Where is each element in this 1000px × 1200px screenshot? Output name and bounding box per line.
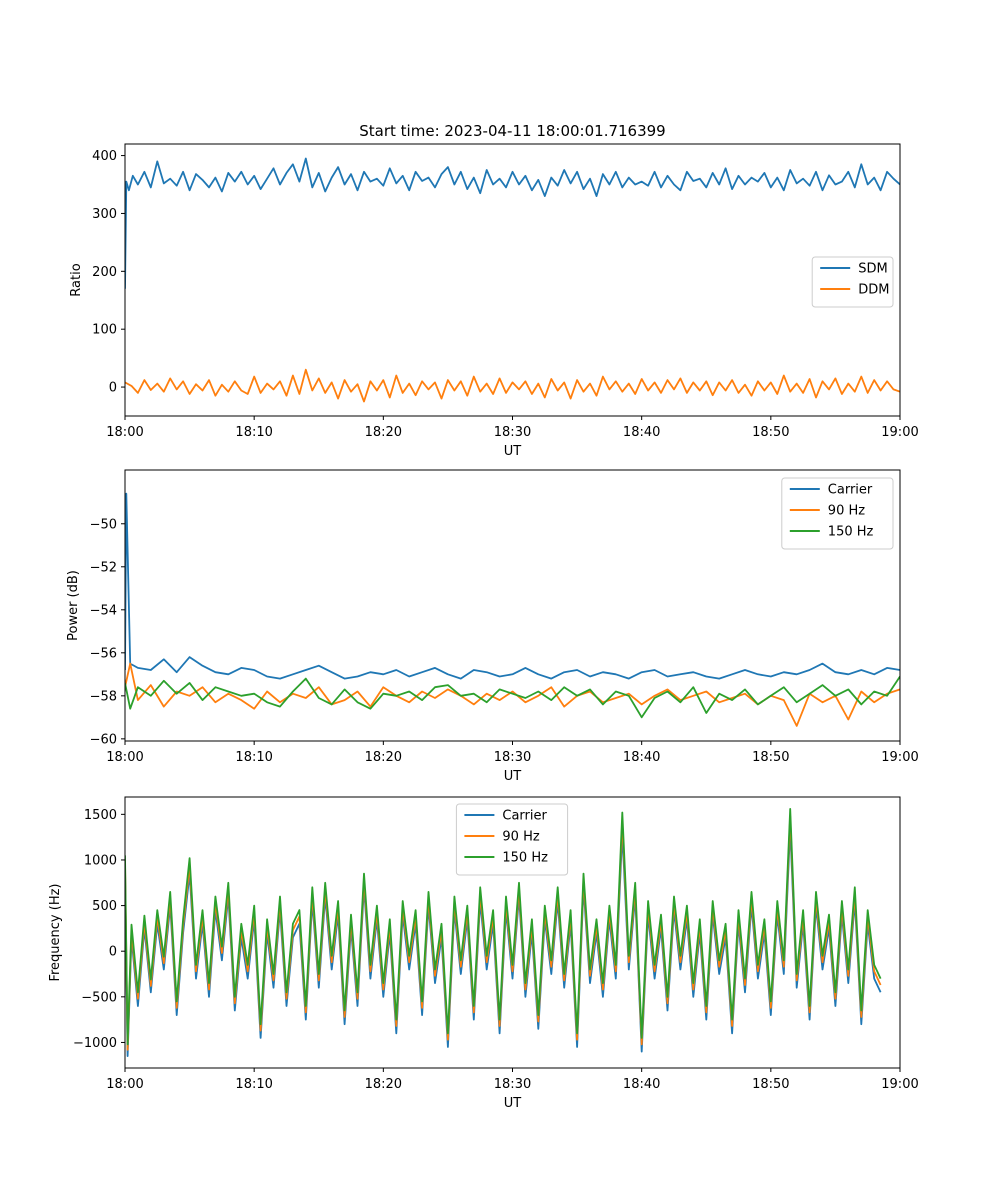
legend-label: Carrier <box>502 809 547 824</box>
y-tick-label: 500 <box>92 899 117 914</box>
x-tick-label: 18:20 <box>365 750 402 765</box>
subplots: 18:00 18:10 18:20 18:30 18:40 18:50 19:00 0 100 2… <box>48 143 919 1111</box>
x-tick-label: 18:50 <box>752 1077 789 1092</box>
series-group <box>125 492 900 727</box>
series-line-150-hz <box>125 808 882 1046</box>
y-tick-label: 200 <box>92 265 117 280</box>
legend-label: Carrier <box>828 483 873 498</box>
y-tick-label: 0 <box>109 381 117 396</box>
x-tick-label: 18:40 <box>623 750 660 765</box>
series-line-150-hz <box>125 675 900 719</box>
legend-label: 150 Hz <box>502 851 548 866</box>
x-tick-label: 18:50 <box>752 750 789 765</box>
x-tick-label: 19:00 <box>881 1077 918 1092</box>
y-tick-label: 400 <box>92 149 117 164</box>
y-tick-label: 1000 <box>84 853 117 868</box>
y-axis-label: Power (dB) <box>66 570 81 641</box>
legend-label: DDM <box>858 283 889 298</box>
subplot-2: 18:00 18:10 18:20 18:30 18:40 18:50 19:00 −60 −5… <box>66 469 919 784</box>
y-tick-label: −58 <box>90 689 117 704</box>
x-tick-label: 18:30 <box>494 750 531 765</box>
legend: SDM DDM <box>811 256 894 308</box>
x-tick-label: 18:30 <box>494 425 531 440</box>
y-tick-label: 300 <box>92 207 117 222</box>
subplot-3: 18:00 18:10 18:20 18:30 18:40 18:50 19:00 −1000… <box>48 796 919 1111</box>
x-tick-label: 18:40 <box>623 1077 660 1092</box>
x-tick-label: 19:00 <box>881 750 918 765</box>
y-tick-label: −52 <box>90 560 117 575</box>
x-axis-label: UT <box>504 1096 522 1111</box>
figure-title: Start time: 2023-04-11 18:00:01.716399 <box>359 122 665 140</box>
legend-label: 150 Hz <box>828 525 874 540</box>
legend-box <box>811 256 894 308</box>
x-tick-label: 18:20 <box>365 425 402 440</box>
legend: Carrier 90 Hz 150 Hz <box>455 803 569 876</box>
series-line-ddm <box>125 368 900 403</box>
series-line-carrier <box>125 492 900 680</box>
series-group <box>125 157 900 403</box>
series-group <box>125 808 882 1057</box>
subplot-1: 18:00 18:10 18:20 18:30 18:40 18:50 19:00 0 100 2… <box>69 143 919 459</box>
y-axis-label: Frequency (Hz) <box>48 883 63 981</box>
x-tick-label: 18:00 <box>106 750 143 765</box>
legend-label: 90 Hz <box>502 830 539 845</box>
x-tick-label: 19:00 <box>881 425 918 440</box>
y-tick-label: 1500 <box>84 808 117 823</box>
x-tick-label: 18:00 <box>106 1077 143 1092</box>
y-tick-label: −60 <box>90 732 117 747</box>
y-tick-label: −50 <box>90 517 117 532</box>
y-tick-label: 100 <box>92 323 117 338</box>
y-axis-label: Ratio <box>69 263 84 296</box>
y-tick-label: −1000 <box>73 1036 117 1051</box>
x-axis-label: UT <box>504 444 522 459</box>
legend: Carrier 90 Hz 150 Hz <box>781 477 894 550</box>
legend-label: 90 Hz <box>828 504 865 519</box>
x-axis-label: UT <box>504 769 522 784</box>
y-tick-label: 0 <box>109 945 117 960</box>
x-tick-label: 18:30 <box>494 1077 531 1092</box>
legend-label: SDM <box>858 262 887 277</box>
y-tick-label: −56 <box>90 646 117 661</box>
y-tick-label: −500 <box>81 990 117 1005</box>
series-line-sdm <box>125 157 900 289</box>
x-tick-label: 18:40 <box>623 425 660 440</box>
x-tick-label: 18:10 <box>235 750 272 765</box>
x-tick-label: 18:50 <box>752 425 789 440</box>
x-tick-label: 18:10 <box>235 1077 272 1092</box>
x-tick-label: 18:00 <box>106 425 143 440</box>
x-tick-label: 18:10 <box>235 425 272 440</box>
y-tick-label: −54 <box>90 603 117 618</box>
x-tick-label: 18:20 <box>365 1077 402 1092</box>
